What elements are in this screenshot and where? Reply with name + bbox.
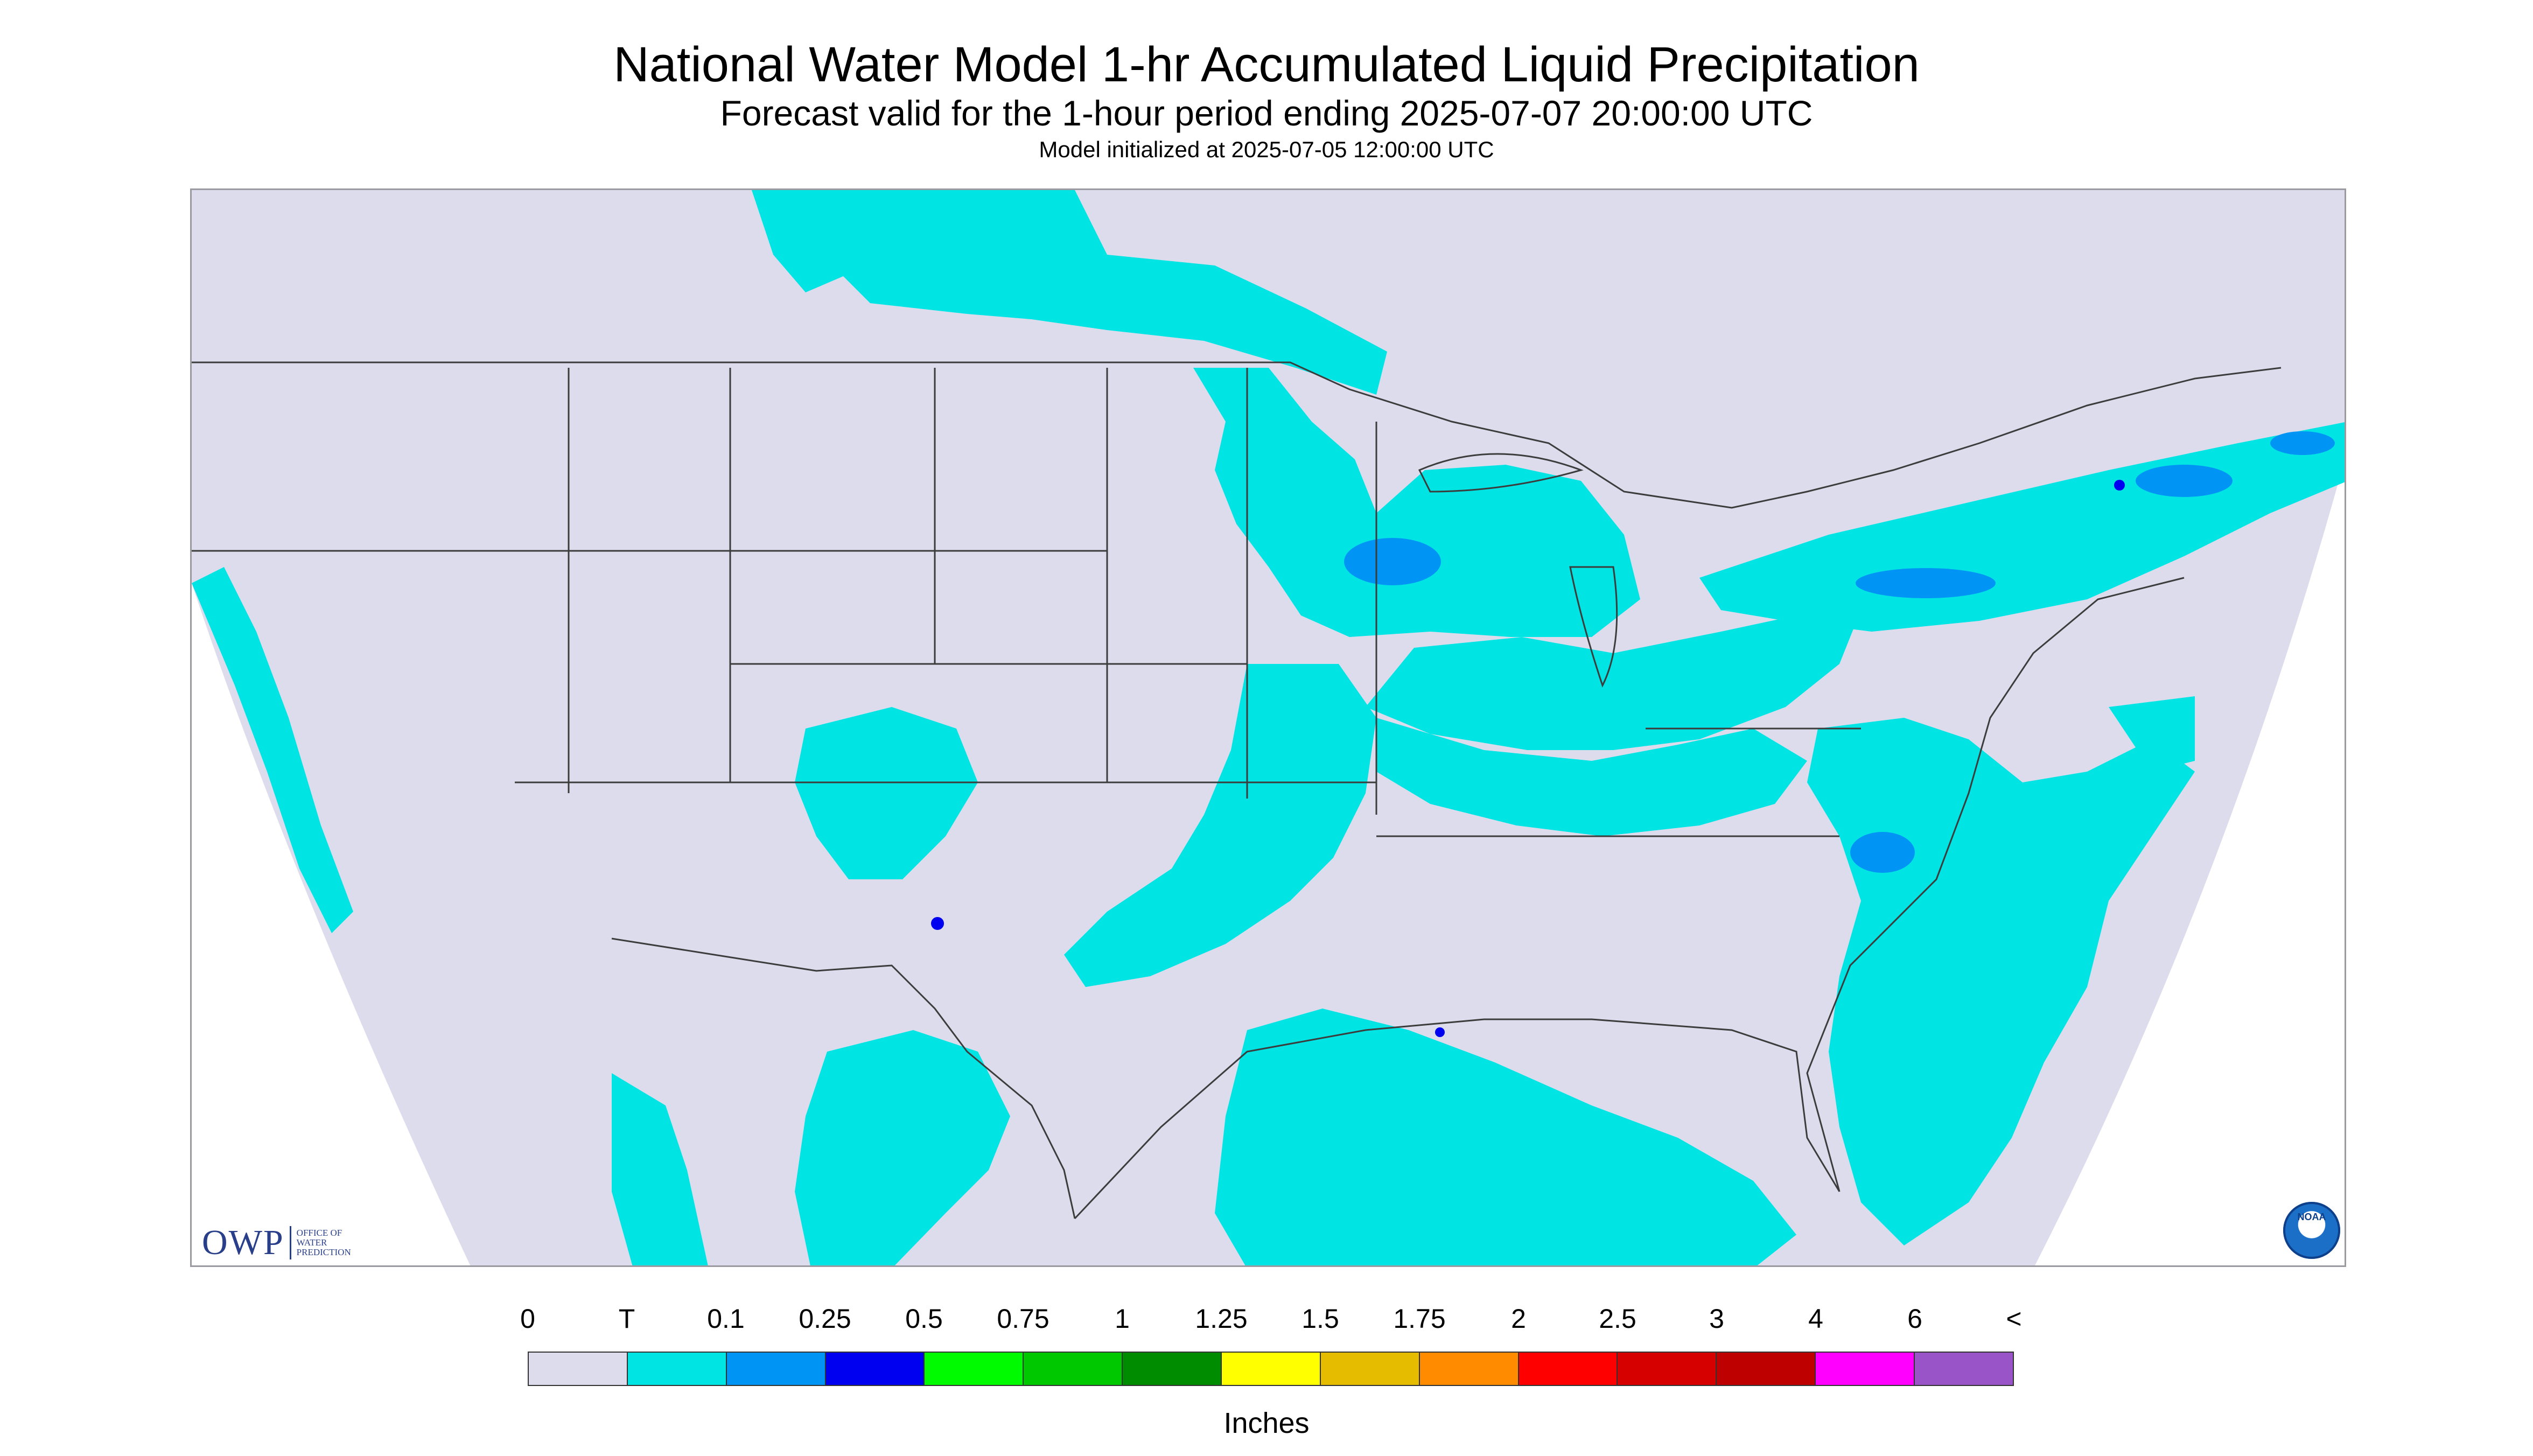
legend-swatch [1618,1353,1717,1385]
legend-tick-label: 1.5 [1302,1304,1339,1334]
lake-michigan [1569,566,1618,688]
legend-tick-labels: 0 T 0.1 0.25 0.5 0.75 1 1.25 1.5 1.75 2 2.5 3 4 6 < [520,1303,2022,1341]
legend-swatch [627,1353,727,1385]
legend-tick-label: 1 [1115,1304,1130,1334]
us-canada-border [192,361,2282,509]
legend-swatch [1519,1353,1618,1385]
legend-swatch [1222,1353,1321,1385]
precipitation-map [190,188,2346,1267]
precip-upper-midwest [1193,368,1640,637]
legend-tick-label: 0.75 [997,1304,1049,1334]
precip-light-quebec [2136,465,2233,497]
legend-tick-label: 1.25 [1195,1304,1248,1334]
legend-swatch [1915,1353,2013,1385]
legend-tick-label: < [2006,1304,2022,1334]
legend-units-label: Inches [1223,1407,1310,1439]
precip-west-coast [192,567,353,933]
state-line-2 [192,550,1861,837]
legend-swatch [1024,1353,1123,1385]
legend-swatch [726,1353,826,1385]
owp-logo-divider [289,1226,291,1259]
legend-swatch [1320,1353,1420,1385]
owp-logo-text: OWP [202,1223,284,1262]
precip-light-new-york [1856,568,1996,598]
legend-tick-label: 6 [1907,1304,1922,1334]
legend-tick-label: 1.75 [1393,1304,1446,1334]
legend-color-bar [528,1352,2014,1386]
legend-tick-label: T [618,1304,635,1334]
precip-texas [795,1030,1010,1265]
precip-light-wisconsin [1344,538,1441,585]
precip-atlantic-offshore [2109,696,2195,772]
precip-plains [1064,664,1376,987]
trace-precip-areas [192,190,2345,1265]
legend-swatch [529,1353,628,1385]
moderate-precip-areas [931,480,2125,1037]
legend-tick-label: 0.5 [905,1304,943,1334]
us-coastline-east [1806,577,2185,1192]
precip-moderate-quebec [2114,480,2125,491]
legend-swatch [925,1353,1024,1385]
lake-superior [1418,453,1584,493]
legend-swatch [1717,1353,1816,1385]
owp-subtext-line-1: OFFICE OF [296,1228,342,1238]
precip-gulf-coast [1215,1009,1796,1265]
owp-logo: OWP OFFICE OF WATER PREDICTION [202,1222,351,1263]
legend-tick-label: 4 [1808,1304,1823,1334]
legend-tick-label: 2.5 [1599,1304,1636,1334]
us-coastline-gulf [1074,1018,1841,1220]
precip-light-carolinas [1850,832,1915,873]
owp-subtext-line-3: PREDICTION [296,1247,351,1257]
legend-tick-label: 3 [1709,1304,1724,1334]
model-init-line: Model initialized at 2025-07-05 12:00:00… [1039,137,1494,162]
us-mexico-border [611,937,1076,1219]
legend-swatch [1816,1353,1915,1385]
precip-southwest [795,707,978,879]
legend-swatch [1123,1353,1222,1385]
owp-logo-subtext: OFFICE OF WATER PREDICTION [297,1228,351,1257]
state-line-1 [568,368,1377,815]
precip-ohio-valley [1376,718,1807,836]
noaa-logo-text: NOAA [2297,1212,2326,1222]
noaa-logo [2283,1202,2340,1259]
legend-tick-label: 0.1 [707,1304,745,1334]
precip-light-new-england [2270,431,2335,455]
precip-mexico-west [612,1073,708,1265]
owp-subtext-line-2: WATER [296,1237,327,1248]
legend-swatch [1419,1353,1519,1385]
precip-moderate-new-mexico [931,917,944,930]
legend-tick-label: 0 [520,1304,535,1334]
legend-swatch [825,1353,925,1385]
legend-tick-label: 2 [1511,1304,1526,1334]
chart-title: National Water Model 1-hr Accumulated Li… [613,37,1920,92]
chart-subtitle: Forecast valid for the 1-hour period end… [720,93,1813,133]
legend-tick-label: 0.25 [799,1304,851,1334]
boundaries [192,361,2282,1220]
precip-midwest-band [1366,610,1861,750]
light-precip-areas [1344,431,2335,873]
precip-moderate-louisiana [1435,1027,1445,1037]
precip-canada-north [752,190,1387,395]
